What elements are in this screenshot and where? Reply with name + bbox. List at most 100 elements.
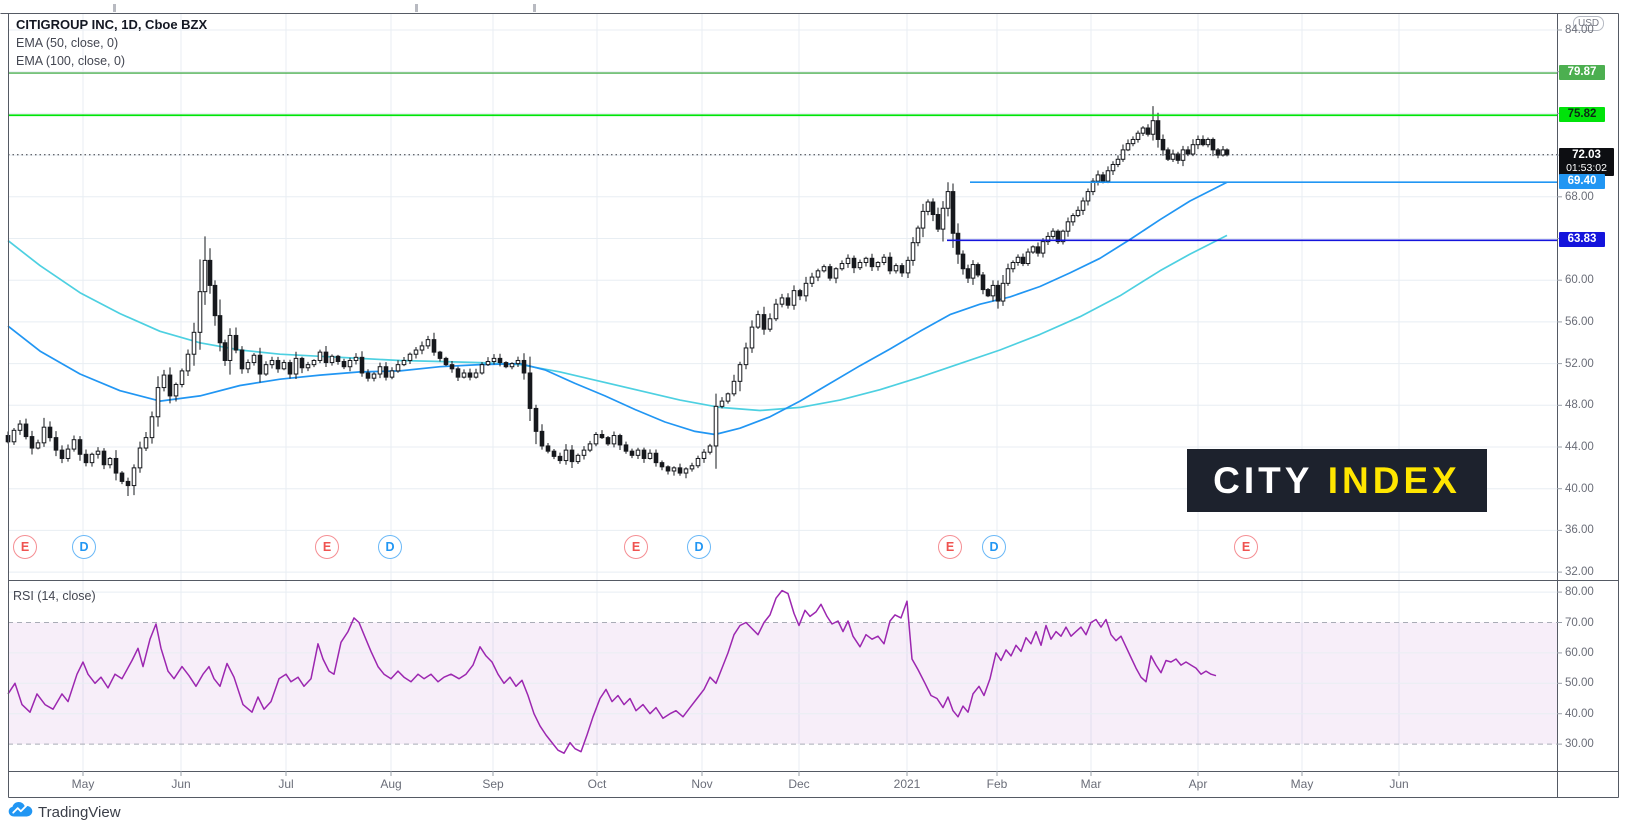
candle-body <box>89 453 95 464</box>
candle-body <box>899 265 905 274</box>
candle-body <box>239 349 245 370</box>
candle-body <box>11 429 17 443</box>
candle-body <box>173 383 179 397</box>
candle-body <box>407 353 413 361</box>
candle-body <box>557 455 563 462</box>
candle-body <box>443 357 449 366</box>
candle-body <box>419 345 425 351</box>
candle-body <box>980 274 986 291</box>
candle-body <box>1185 149 1191 155</box>
indicator-label-ema100[interactable]: EMA (100, close, 0) <box>16 54 126 68</box>
candle-body <box>509 363 515 368</box>
candle-body <box>1065 221 1071 232</box>
candle-body <box>767 318 773 330</box>
earnings-marker[interactable]: E <box>13 535 37 559</box>
candle-body <box>875 261 881 268</box>
candle-body <box>1155 120 1161 140</box>
time-axis-label: Dec <box>788 777 810 791</box>
candle-body <box>287 362 293 375</box>
price-tick-label: 68.00 <box>1565 190 1594 203</box>
price-level-label-69.40[interactable]: 69.40 <box>1559 174 1605 190</box>
candle-body <box>665 466 671 472</box>
candle-body <box>803 282 809 297</box>
dividend-marker[interactable]: D <box>378 535 402 559</box>
tradingview-logo-icon <box>8 801 33 823</box>
candle-body <box>1170 153 1176 160</box>
time-axis-label: 2021 <box>893 777 921 791</box>
candle-body <box>167 374 173 397</box>
candle-body <box>245 362 251 370</box>
candle-body <box>17 423 23 431</box>
candle-body <box>925 201 931 212</box>
ema50-line[interactable] <box>7 181 1228 436</box>
candle-body <box>1060 230 1066 243</box>
time-axis-label: Mar <box>1080 777 1102 791</box>
candle-body <box>293 357 299 375</box>
candle-body <box>641 449 647 459</box>
rsi-indicator-label[interactable]: RSI (14, close) <box>13 589 96 603</box>
candle-body <box>1075 209 1081 217</box>
price-tick-label: 40.00 <box>1565 482 1594 495</box>
dividend-marker[interactable]: D <box>72 535 96 559</box>
candle-body <box>695 457 701 467</box>
candle-body <box>485 361 491 366</box>
candle-body <box>1070 215 1076 223</box>
indicator-label-ema50[interactable]: EMA (50, close, 0) <box>16 36 119 50</box>
candle-body <box>299 357 305 369</box>
rsi-line[interactable] <box>7 589 1217 754</box>
candle-body <box>395 364 401 372</box>
candle-body <box>527 372 533 409</box>
candle-body <box>1224 149 1230 156</box>
earnings-marker[interactable]: E <box>624 535 648 559</box>
candle-body <box>1020 256 1026 265</box>
candle-body <box>833 268 839 279</box>
candle-body <box>281 362 287 370</box>
ema100-line[interactable] <box>7 234 1228 412</box>
dividend-marker[interactable]: D <box>687 535 711 559</box>
candle-body <box>945 191 951 209</box>
candle-body <box>1030 246 1036 253</box>
candle-body <box>101 450 107 466</box>
candle-body <box>425 339 431 347</box>
candle-body <box>551 450 557 457</box>
price-tick-label: 44.00 <box>1565 441 1594 453</box>
candle-body <box>1100 174 1106 182</box>
price-level-label-79.87[interactable]: 79.87 <box>1559 65 1605 81</box>
candle-body <box>191 331 197 355</box>
price-tick-label: 48.00 <box>1565 399 1594 412</box>
price-level-label-72.03[interactable]: 72.03 01:53:02 <box>1559 147 1614 176</box>
price-level-label-63.83[interactable]: 63.83 <box>1559 232 1605 248</box>
candle-body <box>539 430 545 447</box>
price-level-label-75.82[interactable]: 75.82 <box>1559 107 1605 123</box>
candle-body <box>5 435 11 443</box>
rsi-tick-label: 60.00 <box>1565 646 1594 659</box>
candle-body <box>449 364 455 370</box>
currency-button[interactable]: USD <box>1573 16 1605 31</box>
dividend-marker[interactable]: D <box>982 535 1006 559</box>
candle-body <box>575 454 581 463</box>
tradingview-label: TradingView <box>38 803 121 821</box>
candle-body <box>985 289 991 297</box>
candle-body <box>383 366 389 378</box>
candle-body <box>1105 170 1111 182</box>
candle-body <box>311 359 317 366</box>
candle-body <box>1135 132 1141 140</box>
symbol-title[interactable]: CITIGROUP INC, 1D, Cboe BZX <box>16 17 208 32</box>
candle-body <box>269 359 275 366</box>
candle-body <box>839 263 845 270</box>
candle-body <box>335 355 341 363</box>
tradingview-attribution[interactable]: TradingView <box>8 801 121 823</box>
candle-body <box>47 426 53 439</box>
candle-body <box>59 449 65 459</box>
earnings-marker[interactable]: E <box>938 535 962 559</box>
earnings-marker[interactable]: E <box>1234 535 1258 559</box>
candle-body <box>149 416 155 439</box>
candle-body <box>257 354 263 375</box>
candle-body <box>35 442 41 449</box>
candle-body <box>251 354 257 364</box>
candle-body <box>1090 180 1096 193</box>
candle-body <box>389 370 395 378</box>
earnings-marker[interactable]: E <box>315 535 339 559</box>
candle-body <box>1150 120 1156 135</box>
